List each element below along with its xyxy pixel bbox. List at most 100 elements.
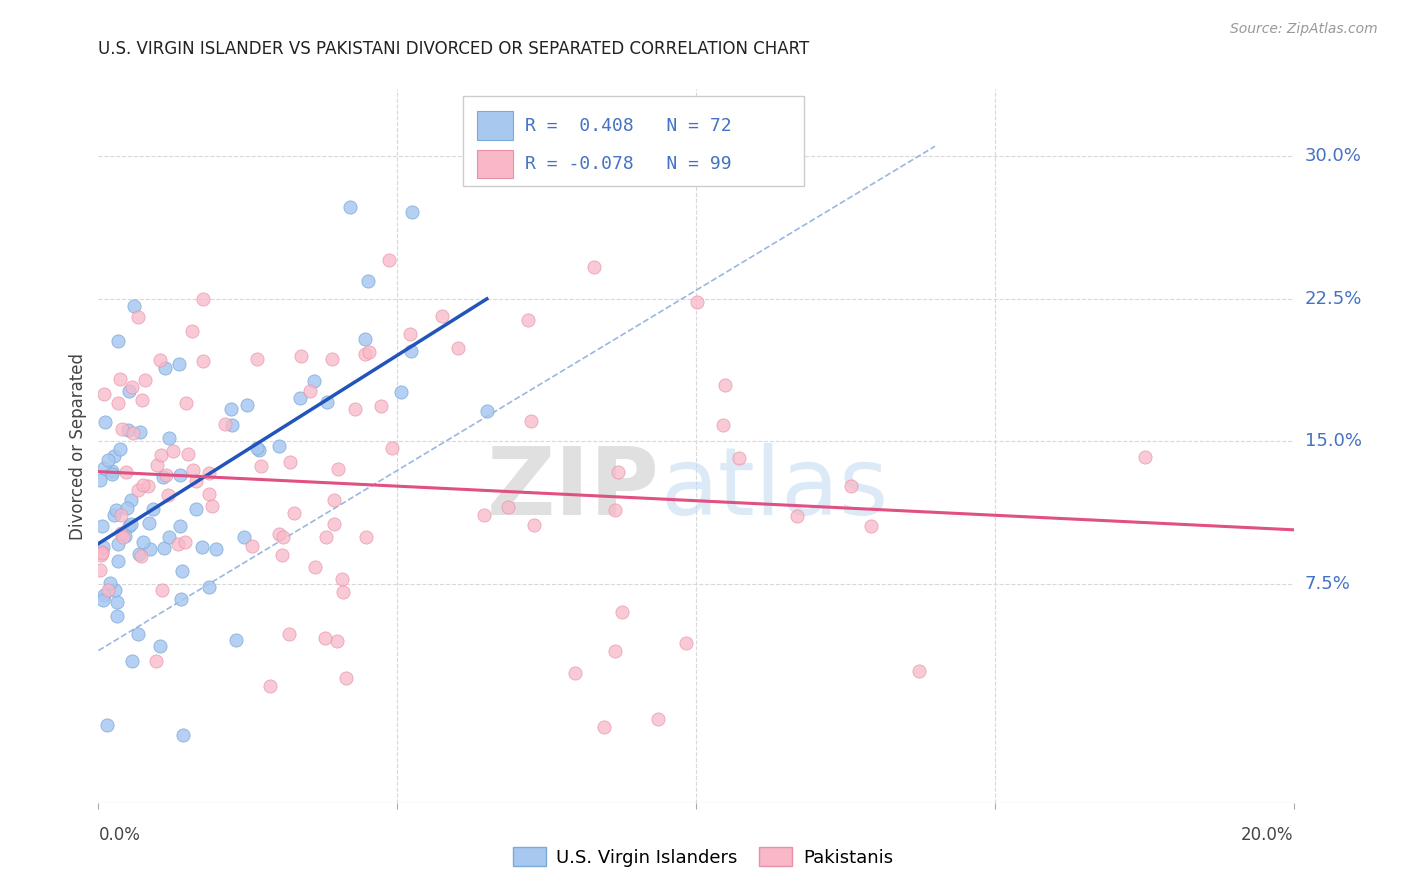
Point	[127, 310, 149, 325]
Point	[157, 488, 180, 502]
Point	[172, 728, 194, 742]
Point	[389, 385, 412, 400]
Text: 30.0%: 30.0%	[1305, 147, 1361, 165]
Point	[357, 274, 380, 288]
Point	[122, 299, 145, 313]
Point	[219, 401, 242, 416]
Point	[378, 252, 401, 267]
Point	[127, 627, 149, 641]
Point	[91, 545, 114, 559]
Point	[121, 654, 143, 668]
Point	[162, 443, 184, 458]
Text: R = -0.078   N = 99: R = -0.078 N = 99	[524, 155, 731, 173]
Text: atlas: atlas	[661, 442, 889, 535]
Point	[91, 546, 114, 560]
Point	[205, 542, 228, 557]
Point	[271, 530, 294, 544]
Point	[149, 352, 172, 367]
Point	[104, 582, 127, 597]
Point	[242, 540, 264, 554]
Point	[582, 260, 605, 275]
Point	[472, 508, 495, 522]
Point	[290, 391, 312, 405]
Text: 7.5%: 7.5%	[1305, 575, 1351, 593]
Point	[304, 560, 326, 574]
Point	[110, 508, 132, 522]
Point	[399, 326, 422, 341]
Point	[93, 387, 115, 401]
Point	[105, 594, 128, 608]
Point	[316, 395, 339, 409]
Point	[107, 334, 129, 349]
Point	[430, 309, 453, 323]
Point	[250, 459, 273, 474]
FancyBboxPatch shape	[477, 112, 513, 140]
Point	[523, 518, 546, 533]
Point	[134, 373, 156, 387]
Point	[332, 585, 354, 599]
Point	[603, 503, 626, 517]
Point	[174, 395, 197, 409]
Point	[136, 478, 159, 492]
Point	[181, 463, 204, 477]
Point	[107, 396, 129, 410]
Point	[259, 679, 281, 693]
Point	[232, 530, 254, 544]
Point	[381, 441, 404, 455]
Point	[647, 713, 669, 727]
Point	[118, 518, 141, 533]
Point	[174, 535, 197, 549]
Point	[322, 516, 344, 531]
Point	[127, 483, 149, 497]
Text: ZIP: ZIP	[488, 442, 661, 535]
Point	[326, 462, 349, 476]
Point	[169, 467, 191, 482]
Point	[335, 671, 357, 685]
Point	[354, 346, 377, 360]
Point	[181, 324, 204, 338]
Point	[299, 384, 322, 399]
Point	[107, 554, 129, 568]
Point	[271, 549, 294, 563]
Point	[131, 478, 153, 492]
Legend: U.S. Virgin Islanders, Pakistanis: U.S. Virgin Islanders, Pakistanis	[506, 840, 900, 874]
Text: 15.0%: 15.0%	[1305, 433, 1361, 450]
Point	[111, 422, 134, 436]
Point	[184, 474, 207, 488]
Point	[114, 465, 136, 479]
Point	[354, 530, 377, 544]
Point	[325, 634, 347, 648]
Point	[269, 527, 291, 541]
Point	[520, 414, 543, 428]
Point	[344, 401, 367, 416]
Point	[225, 633, 247, 648]
Point	[157, 431, 180, 445]
Point	[401, 343, 423, 358]
Point	[152, 470, 174, 484]
Point	[907, 665, 929, 679]
Point	[157, 530, 180, 544]
Point	[118, 384, 141, 398]
FancyBboxPatch shape	[477, 150, 513, 178]
Y-axis label: Divorced or Separated: Divorced or Separated	[69, 352, 87, 540]
Point	[246, 352, 269, 367]
Point	[91, 540, 114, 554]
Text: Source: ZipAtlas.com: Source: ZipAtlas.com	[1230, 22, 1378, 37]
Point	[198, 487, 221, 501]
Point	[197, 580, 219, 594]
Point	[607, 466, 630, 480]
Point	[839, 479, 862, 493]
Point	[94, 416, 117, 430]
Point	[675, 636, 697, 650]
Point	[686, 295, 709, 310]
Point	[149, 639, 172, 653]
Point	[321, 352, 343, 367]
Point	[447, 341, 470, 355]
Point	[1135, 450, 1157, 464]
Point	[145, 654, 167, 668]
Point	[283, 507, 305, 521]
Point	[89, 563, 111, 577]
Point	[330, 572, 353, 586]
Point	[114, 529, 136, 543]
Point	[111, 530, 134, 544]
